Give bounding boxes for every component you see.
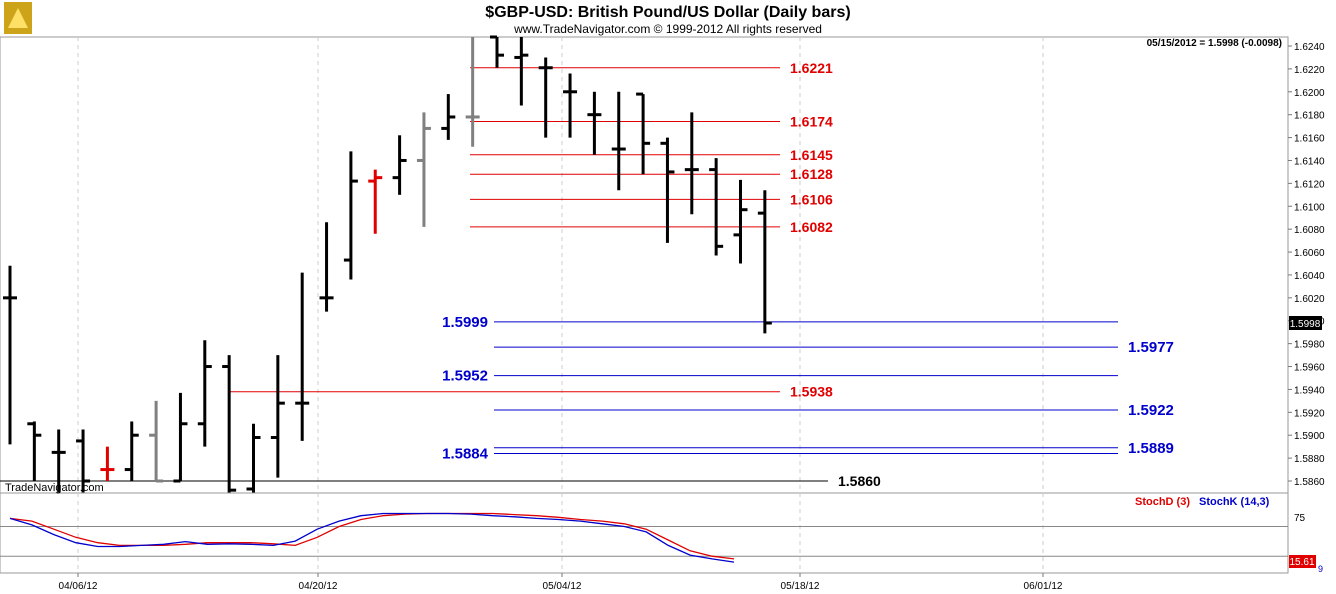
watermark: TradeNavigator.com [5,482,104,494]
y-tick-label: 1.5920 [1294,408,1325,419]
y-tick-label: 1.5940 [1294,385,1325,396]
y-tick-label: 1.6140 [1294,156,1325,167]
x-tick-label: 05/18/12 [781,581,820,592]
level-label: 1.6106 [790,191,833,207]
stoch-k-legend: StochK (14,3) [1199,496,1270,508]
y-tick-label: 1.5960 [1294,363,1325,374]
y-tick-label: 1.5880 [1294,454,1325,465]
level-label: 1.5884 [442,446,489,463]
y-tick-label: 1.6200 [1294,88,1325,99]
x-tick-label: 04/20/12 [299,581,338,592]
level-label: 1.5952 [442,368,488,385]
price-bars [3,35,772,493]
y-tick-label: 1.6220 [1294,65,1325,76]
x-tick-label: 04/06/12 [59,581,98,592]
y-tick-label: 1.6180 [1294,111,1325,122]
y-tick-label: 1.5980 [1294,340,1325,351]
level-label: 1.6221 [790,60,833,76]
level-label: 1.5977 [1128,339,1174,356]
last-readout: 05/15/2012 = 1.5998 (-0.0098) [1147,38,1282,49]
x-axis-ticks: 04/06/12 04/20/12 05/04/12 05/18/12 06/01/12 [59,573,1063,592]
y-tick-label: 1.5860 [1294,477,1325,488]
last-price-tag-box [1289,316,1322,330]
y-tick-label: 1.6160 [1294,134,1325,145]
level-label: 1.6128 [790,166,833,182]
y-tick-label: 1.6020 [1294,294,1325,305]
y-tick-label: 1.6080 [1294,225,1325,236]
stochastic-lines [0,512,1288,563]
stoch-d-readout-box [1289,555,1316,568]
y-tick-label: 1.6120 [1294,179,1325,190]
x-tick-label: 05/04/12 [543,581,582,592]
y-axis-ticks: 1.6240 1.6220 1.6200 1.6180 1.6160 1.6140 1.61… [1288,42,1325,488]
level-label: 1.6174 [790,114,833,130]
last-price-tag: 1.5998 [1290,319,1321,330]
level-label: 1.6145 [790,147,833,163]
chart-title: $GBP-USD: British Pound/US Dollar (Daily… [485,4,850,21]
gridlines [77,37,1044,573]
y-tick-label: 1.6100 [1294,202,1325,213]
y-tick-label: 1.5900 [1294,431,1325,442]
level-label: 1.5938 [790,384,833,400]
stoch-d-readout: 15.61 [1289,557,1314,568]
stoch-k-readout: 9 [1318,564,1323,574]
y-tick-label: 1.6240 [1294,42,1325,53]
header-logo-icon [4,2,32,34]
stoch-series-line [9,512,735,563]
stoch-ytick-75: 75 [1294,513,1306,524]
copyright-text: www.TradeNavigator.com © 1999-2012 All r… [513,22,822,36]
level-label: 1.5889 [1128,440,1174,457]
x-tick-label: 06/01/12 [1024,581,1063,592]
y-tick-label: 1.6060 [1294,248,1325,259]
level-label: 1.5860 [838,473,881,489]
level-label: 1.5922 [1128,402,1174,419]
level-label: 1.6082 [790,219,833,235]
level-label: 1.5999 [442,314,488,331]
y-tick-label: 1.6040 [1294,271,1325,282]
stoch-d-legend: StochD (3) [1135,496,1190,508]
